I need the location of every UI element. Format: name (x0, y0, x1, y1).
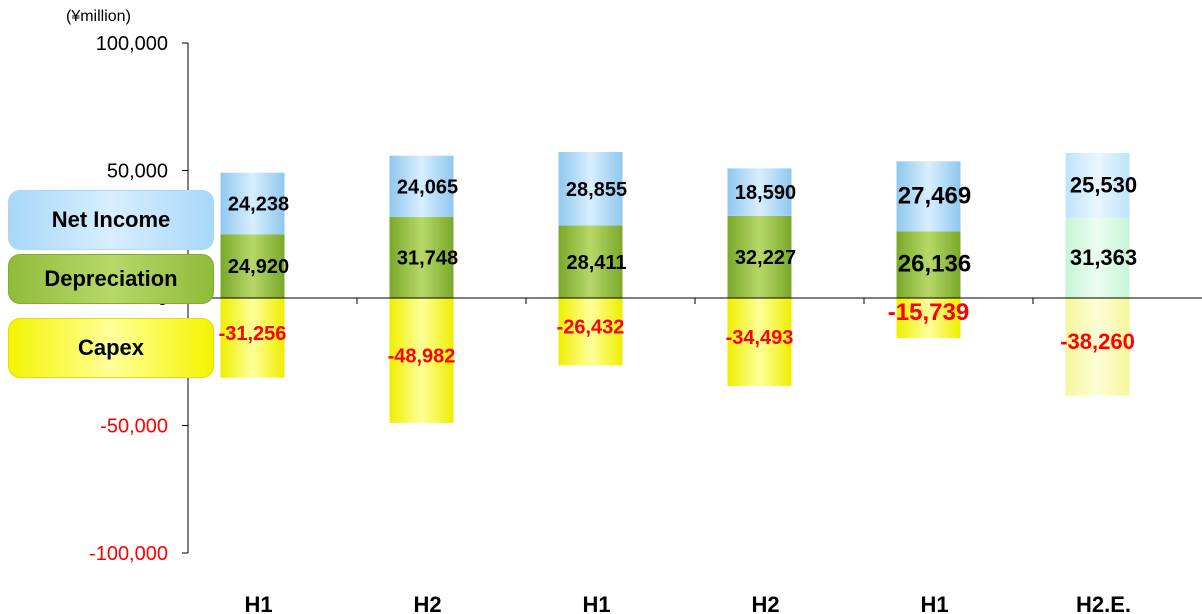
label-depreciation: 26,136 (898, 251, 971, 278)
y-tick-label: 50,000 (107, 161, 168, 183)
bars-layer (220, 151, 1130, 423)
bar-capex (1065, 298, 1130, 396)
bar-capex (727, 298, 792, 386)
label-capex: -34,493 (726, 327, 794, 349)
y-tick-label: 100,000 (96, 33, 168, 55)
x-category-label: H1 (920, 592, 948, 614)
x-category-label: H2 (751, 592, 779, 614)
x-category-label: H1 (244, 592, 272, 614)
label-net-income: 18,590 (735, 182, 796, 204)
bar-net-income (896, 161, 961, 232)
label-net-income: 24,238 (228, 194, 289, 216)
label-capex: -15,739 (888, 299, 969, 326)
legend-depreciation: Depreciation (8, 254, 214, 304)
label-depreciation: 31,748 (397, 248, 458, 270)
legend-depreciation-label: Depreciation (44, 266, 178, 291)
legend-capex: Capex (8, 318, 214, 378)
label-net-income: 25,530 (1070, 172, 1137, 197)
label-depreciation: 24,920 (228, 256, 289, 278)
label-net-income: 24,065 (397, 176, 458, 198)
label-capex: -38,260 (1060, 329, 1135, 354)
y-tick-label: -100,000 (89, 543, 168, 565)
x-category-label: H2 (413, 592, 441, 614)
x-category-label: H1 (582, 592, 610, 614)
data-labels-layer: 24,238 24,920 -31,256 H1 24,065 31,748 -48,982… (219, 172, 1138, 614)
label-capex: -48,982 (388, 345, 456, 367)
bar-depreciation (389, 217, 454, 298)
label-capex: -31,256 (219, 323, 287, 345)
bar-capex (220, 298, 285, 378)
bar-depreciation (727, 215, 792, 298)
bar-net-income (558, 151, 623, 226)
bar-capex (389, 298, 454, 423)
y-tick-label: -50,000 (100, 416, 168, 438)
bar-capex (558, 298, 623, 366)
bar-net-income (389, 155, 454, 218)
bar-capex (896, 298, 961, 339)
legend-capex-label: Capex (77, 335, 145, 360)
label-capex: -26,432 (557, 317, 625, 339)
x-category-label: H2.E. (1076, 592, 1131, 614)
bar-net-income (727, 168, 792, 216)
bar-depreciation (896, 231, 961, 298)
legend-net-income-label: Net Income (51, 207, 171, 232)
legend-net-income: Net Income (8, 190, 214, 250)
bar-depreciation (1065, 218, 1130, 298)
label-net-income: 28,855 (566, 179, 627, 201)
bar-net-income (1065, 152, 1130, 219)
bar-depreciation (220, 234, 285, 298)
label-depreciation: 32,227 (735, 247, 796, 269)
unit-label: (¥million) (66, 8, 131, 25)
label-depreciation: 28,411 (566, 252, 626, 274)
bar-depreciation (558, 225, 623, 298)
label-depreciation: 31,363 (1070, 245, 1137, 270)
label-net-income: 27,469 (898, 182, 971, 209)
bar-net-income (220, 172, 285, 235)
